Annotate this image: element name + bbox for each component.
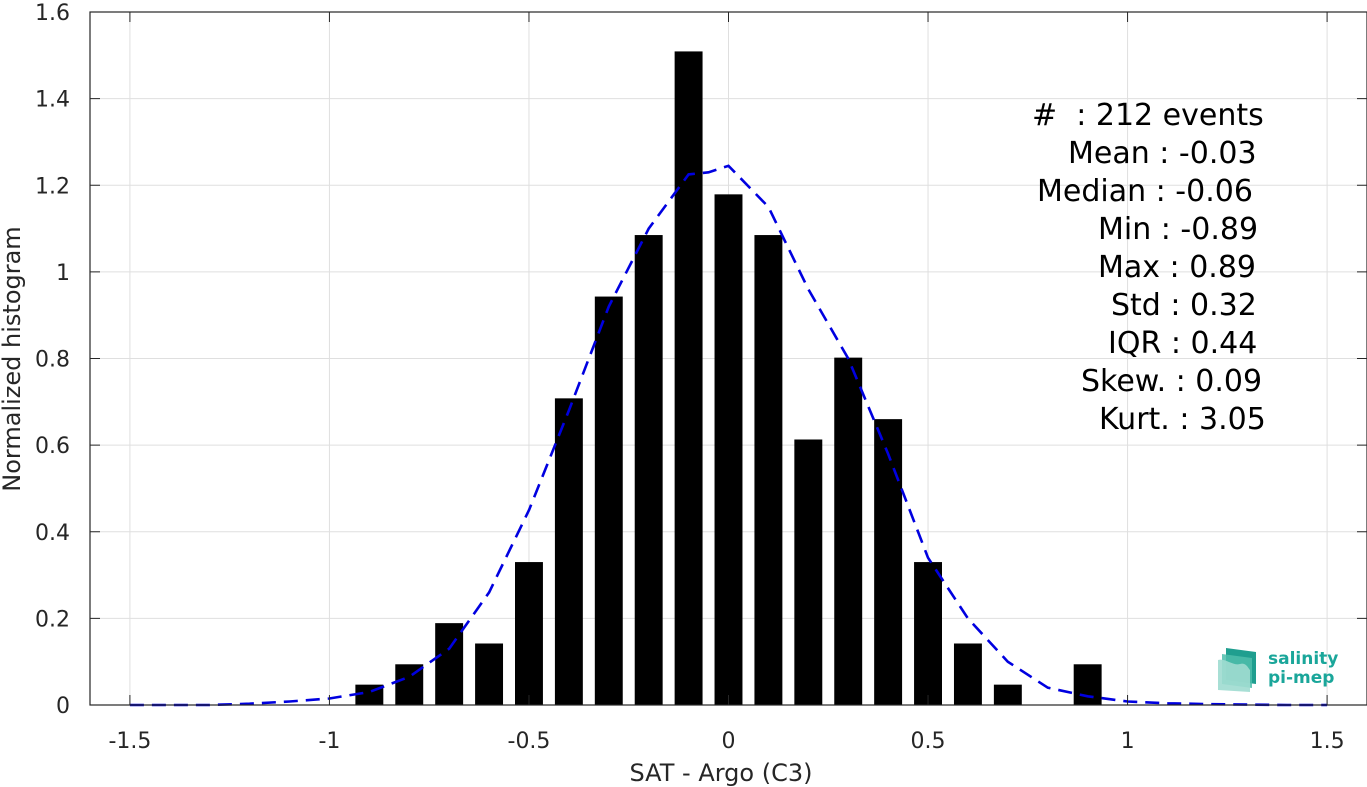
bars-group <box>355 51 1102 706</box>
histogram-bar-10 <box>754 235 783 705</box>
x-tick-label-6: 1.5 <box>1310 729 1345 754</box>
logo-text-line2: pi-mep <box>1268 668 1335 688</box>
y-tick-label-0: 0 <box>56 694 70 719</box>
histogram-bar-8 <box>674 51 703 706</box>
y-tick-label-2: 0.4 <box>35 521 70 546</box>
logo-text-line1: salinity <box>1268 649 1339 669</box>
stat-median: Median : -0.06 <box>1037 174 1253 209</box>
histogram-bar-4 <box>515 562 543 705</box>
stat-count: # : 212 events <box>1032 98 1264 133</box>
y-tick-label-5: 1 <box>56 261 70 286</box>
x-tick-label-2: -0.5 <box>508 729 551 754</box>
wave-logo-icon <box>1218 648 1256 692</box>
histogram-bar-15 <box>953 643 982 705</box>
x-tick-label-5: 1 <box>1121 729 1135 754</box>
x-tick-label-1: -1 <box>318 729 340 754</box>
stat-max: Max : 0.89 <box>1098 250 1256 285</box>
histogram-bar-2 <box>435 623 464 705</box>
stat-skew: Skew. : 0.09 <box>1081 364 1263 399</box>
histogram-bar-7 <box>634 235 663 705</box>
stat-std: Std : 0.32 <box>1111 288 1257 323</box>
stat-min: Min : -0.89 <box>1098 212 1259 247</box>
histogram-bar-17 <box>1073 664 1102 705</box>
histogram-bar-5 <box>554 398 583 705</box>
x-tick-label-4: 0.5 <box>911 729 946 754</box>
y-tick-label-6: 1.2 <box>35 174 70 199</box>
x-axis-label: SAT - Argo (C3) <box>630 759 813 787</box>
y-tick-label-8: 1.6 <box>35 1 70 26</box>
histogram-bar-3 <box>475 643 504 705</box>
y-tick-label-7: 1.4 <box>35 88 70 113</box>
histogram-bar-9 <box>714 194 743 705</box>
fit-curve <box>129 164 1328 707</box>
axis-ticks <box>90 11 1367 706</box>
stat-mean: Mean : -0.03 <box>1068 136 1257 171</box>
stat-iqr: IQR : 0.44 <box>1108 326 1258 361</box>
histogram-bar-6 <box>594 296 623 705</box>
x-tick-labels: -1.5 -1 -0.5 0 0.5 1 1.5 <box>108 729 1344 754</box>
y-axis-label: Normalized histogram <box>0 226 26 491</box>
y-tick-label-1: 0.2 <box>35 607 70 632</box>
histogram-bar-12 <box>834 357 863 705</box>
salinity-pimep-logo: salinity pi-mep <box>1216 646 1346 692</box>
x-tick-label-0: -1.5 <box>108 729 151 754</box>
histogram-bar-13 <box>874 419 903 705</box>
y-tick-label-4: 0.8 <box>35 348 70 373</box>
histogram-bar-11 <box>794 439 823 705</box>
histogram-bar-16 <box>993 684 1022 705</box>
stat-kurt: Kurt. : 3.05 <box>1099 402 1266 437</box>
x-tick-label-3: 0 <box>722 729 736 754</box>
y-tick-labels: 0 0.2 0.4 0.6 0.8 1 1.2 1.4 1.6 <box>35 1 70 719</box>
y-tick-label-3: 0.6 <box>35 434 70 459</box>
histogram-bar-14 <box>914 562 942 705</box>
